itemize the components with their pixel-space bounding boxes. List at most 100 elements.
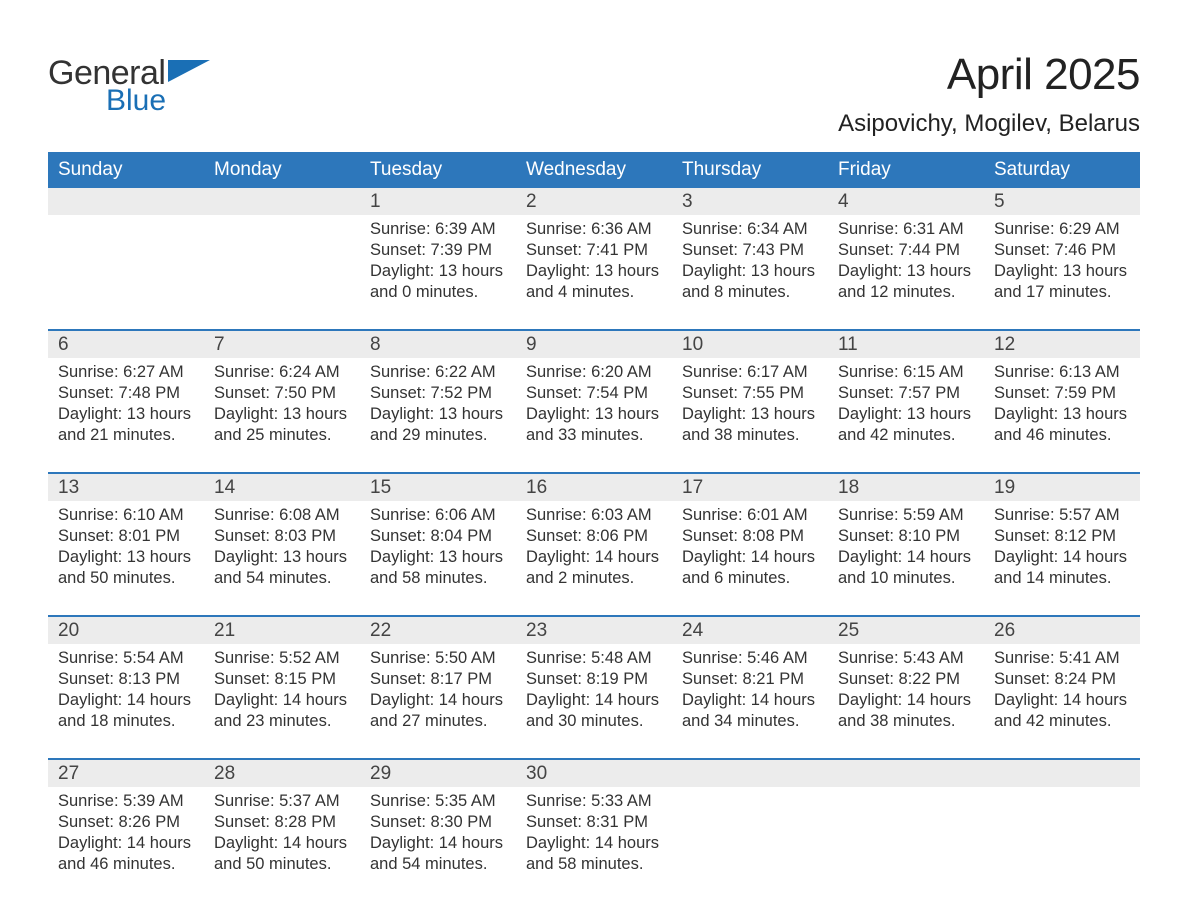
month-title: April 2025	[838, 50, 1140, 100]
sunset-text: Sunset: 7:50 PM	[214, 383, 350, 404]
day-number: 22	[360, 617, 516, 644]
day-cell: Sunrise: 6:08 AMSunset: 8:03 PMDaylight:…	[204, 501, 360, 607]
day-number-row: 6789101112	[48, 331, 1140, 358]
sunrise-text: Sunrise: 5:37 AM	[214, 791, 350, 812]
sunset-text: Sunset: 8:30 PM	[370, 812, 506, 833]
day-cell: Sunrise: 6:01 AMSunset: 8:08 PMDaylight:…	[672, 501, 828, 607]
day-number-row: 12345	[48, 188, 1140, 215]
daylight-text: Daylight: 13 hours and 50 minutes.	[58, 547, 194, 589]
day-number	[672, 760, 828, 787]
sunrise-text: Sunrise: 6:36 AM	[526, 219, 662, 240]
sunset-text: Sunset: 7:54 PM	[526, 383, 662, 404]
sunset-text: Sunset: 7:43 PM	[682, 240, 818, 261]
day-number	[984, 760, 1140, 787]
daylight-text: Daylight: 14 hours and 27 minutes.	[370, 690, 506, 732]
sunset-text: Sunset: 7:39 PM	[370, 240, 506, 261]
location-text: Asipovichy, Mogilev, Belarus	[838, 110, 1140, 138]
sunrise-text: Sunrise: 5:41 AM	[994, 648, 1130, 669]
day-cell: Sunrise: 5:48 AMSunset: 8:19 PMDaylight:…	[516, 644, 672, 750]
day-cell: Sunrise: 5:52 AMSunset: 8:15 PMDaylight:…	[204, 644, 360, 750]
daylight-text: Daylight: 14 hours and 38 minutes.	[838, 690, 974, 732]
sunrise-text: Sunrise: 6:13 AM	[994, 362, 1130, 383]
day-cell: Sunrise: 5:59 AMSunset: 8:10 PMDaylight:…	[828, 501, 984, 607]
sunrise-text: Sunrise: 6:22 AM	[370, 362, 506, 383]
sunrise-text: Sunrise: 6:27 AM	[58, 362, 194, 383]
day-number: 7	[204, 331, 360, 358]
sunset-text: Sunset: 7:44 PM	[838, 240, 974, 261]
calendar-header-row: Sunday Monday Tuesday Wednesday Thursday…	[48, 152, 1140, 188]
day-cell: Sunrise: 5:35 AMSunset: 8:30 PMDaylight:…	[360, 787, 516, 893]
sunrise-text: Sunrise: 5:48 AM	[526, 648, 662, 669]
day-number: 14	[204, 474, 360, 501]
daylight-text: Daylight: 13 hours and 4 minutes.	[526, 261, 662, 303]
day-number: 17	[672, 474, 828, 501]
day-number: 2	[516, 188, 672, 215]
sunset-text: Sunset: 8:24 PM	[994, 669, 1130, 690]
col-header-monday: Monday	[204, 152, 360, 188]
sunrise-text: Sunrise: 6:24 AM	[214, 362, 350, 383]
col-header-tuesday: Tuesday	[360, 152, 516, 188]
sunset-text: Sunset: 8:21 PM	[682, 669, 818, 690]
day-cell: Sunrise: 6:03 AMSunset: 8:06 PMDaylight:…	[516, 501, 672, 607]
brand-blue: Blue	[106, 86, 166, 116]
sunrise-text: Sunrise: 6:10 AM	[58, 505, 194, 526]
sunrise-text: Sunrise: 6:06 AM	[370, 505, 506, 526]
sunset-text: Sunset: 8:12 PM	[994, 526, 1130, 547]
day-number	[48, 188, 204, 215]
day-number: 29	[360, 760, 516, 787]
day-cell: Sunrise: 6:31 AMSunset: 7:44 PMDaylight:…	[828, 215, 984, 321]
daylight-text: Daylight: 14 hours and 54 minutes.	[370, 833, 506, 875]
daylight-text: Daylight: 13 hours and 21 minutes.	[58, 404, 194, 446]
daylight-text: Daylight: 13 hours and 17 minutes.	[994, 261, 1130, 303]
day-number-row: 27282930	[48, 760, 1140, 787]
day-cell: Sunrise: 6:20 AMSunset: 7:54 PMDaylight:…	[516, 358, 672, 464]
sunrise-text: Sunrise: 5:35 AM	[370, 791, 506, 812]
daylight-text: Daylight: 14 hours and 42 minutes.	[994, 690, 1130, 732]
calendar-table: Sunday Monday Tuesday Wednesday Thursday…	[48, 152, 1140, 893]
day-cell: Sunrise: 6:17 AMSunset: 7:55 PMDaylight:…	[672, 358, 828, 464]
sunset-text: Sunset: 7:55 PM	[682, 383, 818, 404]
day-number-row: 20212223242526	[48, 617, 1140, 644]
daylight-text: Daylight: 14 hours and 46 minutes.	[58, 833, 194, 875]
day-cell	[984, 787, 1140, 893]
day-cell: Sunrise: 6:24 AMSunset: 7:50 PMDaylight:…	[204, 358, 360, 464]
day-cell: Sunrise: 5:50 AMSunset: 8:17 PMDaylight:…	[360, 644, 516, 750]
sunrise-text: Sunrise: 6:01 AM	[682, 505, 818, 526]
sunset-text: Sunset: 7:57 PM	[838, 383, 974, 404]
day-number	[204, 188, 360, 215]
sunrise-text: Sunrise: 5:52 AM	[214, 648, 350, 669]
day-body-row: Sunrise: 5:54 AMSunset: 8:13 PMDaylight:…	[48, 644, 1140, 750]
sunrise-text: Sunrise: 5:59 AM	[838, 505, 974, 526]
day-number: 1	[360, 188, 516, 215]
col-header-thursday: Thursday	[672, 152, 828, 188]
day-number: 10	[672, 331, 828, 358]
daylight-text: Daylight: 13 hours and 54 minutes.	[214, 547, 350, 589]
day-number: 27	[48, 760, 204, 787]
daylight-text: Daylight: 13 hours and 25 minutes.	[214, 404, 350, 446]
day-cell: Sunrise: 5:33 AMSunset: 8:31 PMDaylight:…	[516, 787, 672, 893]
day-cell: Sunrise: 6:27 AMSunset: 7:48 PMDaylight:…	[48, 358, 204, 464]
sunset-text: Sunset: 8:10 PM	[838, 526, 974, 547]
day-cell: Sunrise: 5:54 AMSunset: 8:13 PMDaylight:…	[48, 644, 204, 750]
day-number: 3	[672, 188, 828, 215]
daylight-text: Daylight: 13 hours and 12 minutes.	[838, 261, 974, 303]
col-header-friday: Friday	[828, 152, 984, 188]
sunrise-text: Sunrise: 6:29 AM	[994, 219, 1130, 240]
day-cell: Sunrise: 6:39 AMSunset: 7:39 PMDaylight:…	[360, 215, 516, 321]
sunset-text: Sunset: 7:52 PM	[370, 383, 506, 404]
sunrise-text: Sunrise: 5:57 AM	[994, 505, 1130, 526]
day-number: 9	[516, 331, 672, 358]
daylight-text: Daylight: 14 hours and 10 minutes.	[838, 547, 974, 589]
daylight-text: Daylight: 13 hours and 38 minutes.	[682, 404, 818, 446]
sunrise-text: Sunrise: 6:34 AM	[682, 219, 818, 240]
day-number: 4	[828, 188, 984, 215]
col-header-sunday: Sunday	[48, 152, 204, 188]
sunrise-text: Sunrise: 5:39 AM	[58, 791, 194, 812]
sunrise-text: Sunrise: 6:17 AM	[682, 362, 818, 383]
sunrise-text: Sunrise: 5:46 AM	[682, 648, 818, 669]
daylight-text: Daylight: 14 hours and 14 minutes.	[994, 547, 1130, 589]
sunset-text: Sunset: 8:03 PM	[214, 526, 350, 547]
daylight-text: Daylight: 13 hours and 8 minutes.	[682, 261, 818, 303]
daylight-text: Daylight: 14 hours and 30 minutes.	[526, 690, 662, 732]
sunset-text: Sunset: 8:28 PM	[214, 812, 350, 833]
